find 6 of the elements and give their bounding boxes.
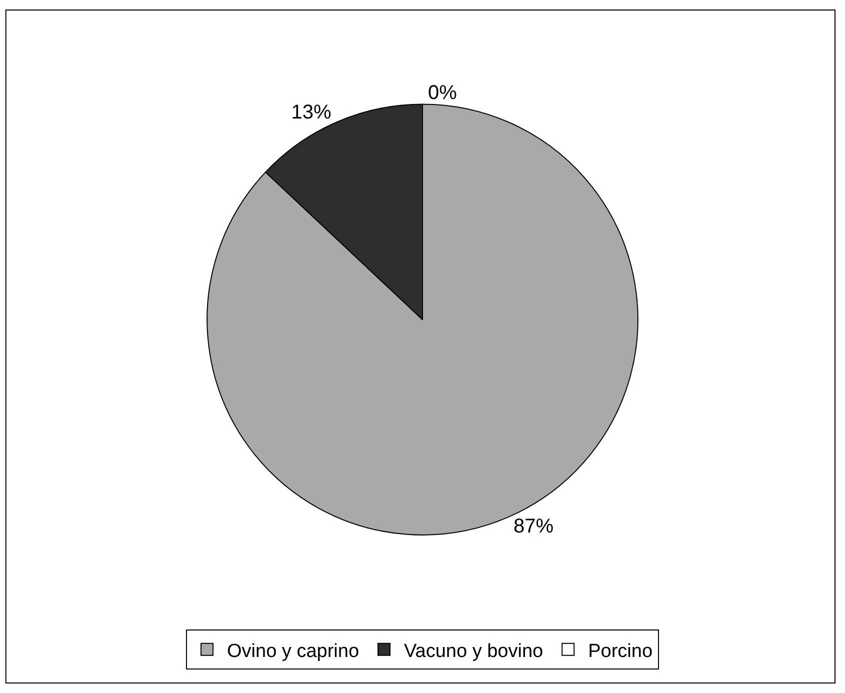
legend-label: Porcino: [588, 640, 653, 662]
text: 0%: [428, 82, 457, 104]
data-label: 87%: [514, 515, 554, 538]
data-label: 13%: [291, 102, 332, 124]
legend-label: Ovino y caprino: [227, 640, 360, 662]
legend-label: Vacuno y bovino: [404, 640, 544, 662]
